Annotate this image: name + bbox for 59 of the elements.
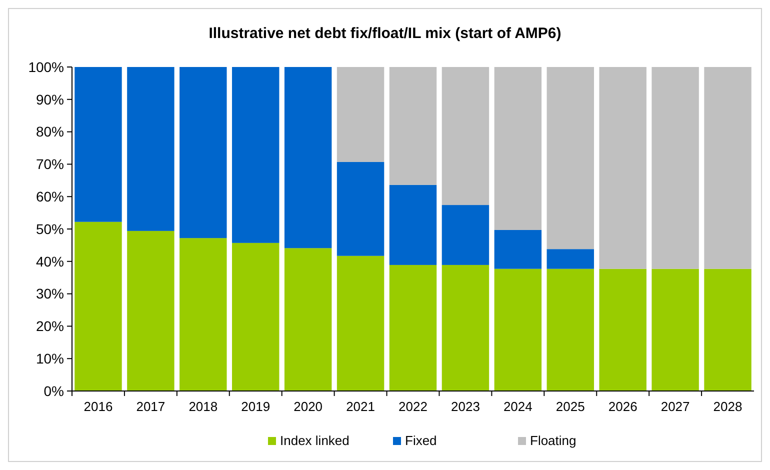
bar (652, 268, 699, 391)
bar (546, 268, 594, 391)
bar (442, 67, 490, 206)
y-tick-label: 70% (36, 156, 64, 172)
bar (180, 238, 227, 391)
bar (599, 268, 646, 391)
y-tick-label: 60% (36, 188, 64, 204)
x-tick-label: 2017 (136, 399, 166, 414)
bar (284, 67, 332, 248)
bar (599, 67, 646, 269)
y-tick-label: 40% (36, 253, 64, 270)
bar (546, 249, 594, 269)
bar (74, 222, 122, 391)
y-tick-label: 30% (36, 286, 64, 302)
x-tick-label: 2022 (398, 399, 428, 414)
bar (127, 230, 174, 391)
y-tick-label: 100% (28, 58, 64, 75)
bar (442, 205, 490, 265)
bar (704, 268, 752, 391)
bar (127, 67, 174, 231)
bar (74, 67, 122, 222)
x-tick-label: 2019 (241, 399, 270, 414)
x-tick-label: 2028 (713, 399, 742, 414)
bar (389, 67, 437, 185)
x-tick-label: 2018 (188, 399, 218, 414)
bar (284, 248, 332, 391)
bar (232, 242, 280, 391)
bar (336, 162, 384, 256)
y-tick-label: 0% (44, 382, 64, 399)
bar (442, 264, 490, 391)
bar (336, 256, 384, 391)
bar (336, 67, 384, 162)
x-tick-label: 2026 (608, 399, 638, 414)
bar (494, 67, 542, 230)
bar (704, 67, 752, 269)
legend-label: Fixed (405, 433, 437, 448)
x-tick-label: 2027 (660, 399, 690, 414)
chart-title: Illustrative net debt fix/float/IL mix (start of AMP6) (208, 25, 562, 42)
bar (389, 184, 437, 265)
bar (494, 268, 542, 391)
legend-label: Floating (530, 433, 576, 448)
x-tick-label: 2020 (294, 399, 323, 414)
bar (232, 67, 280, 243)
y-tick-label: 20% (36, 318, 64, 334)
x-tick-label: 2023 (451, 399, 480, 414)
bar (180, 67, 227, 238)
x-tick-label: 2025 (556, 399, 585, 414)
bar (652, 67, 699, 269)
y-tick-label: 90% (36, 91, 64, 108)
bar (494, 230, 542, 269)
y-tick-label: 10% (36, 350, 64, 366)
y-tick-label: 50% (36, 220, 64, 237)
bar (546, 67, 594, 250)
legend-label: Index linked (280, 433, 350, 448)
y-tick-label: 80% (36, 124, 64, 140)
x-tick-label: 2024 (503, 399, 532, 414)
bar (389, 264, 437, 391)
x-tick-label: 2016 (84, 399, 113, 414)
x-tick-label: 2021 (346, 399, 375, 414)
